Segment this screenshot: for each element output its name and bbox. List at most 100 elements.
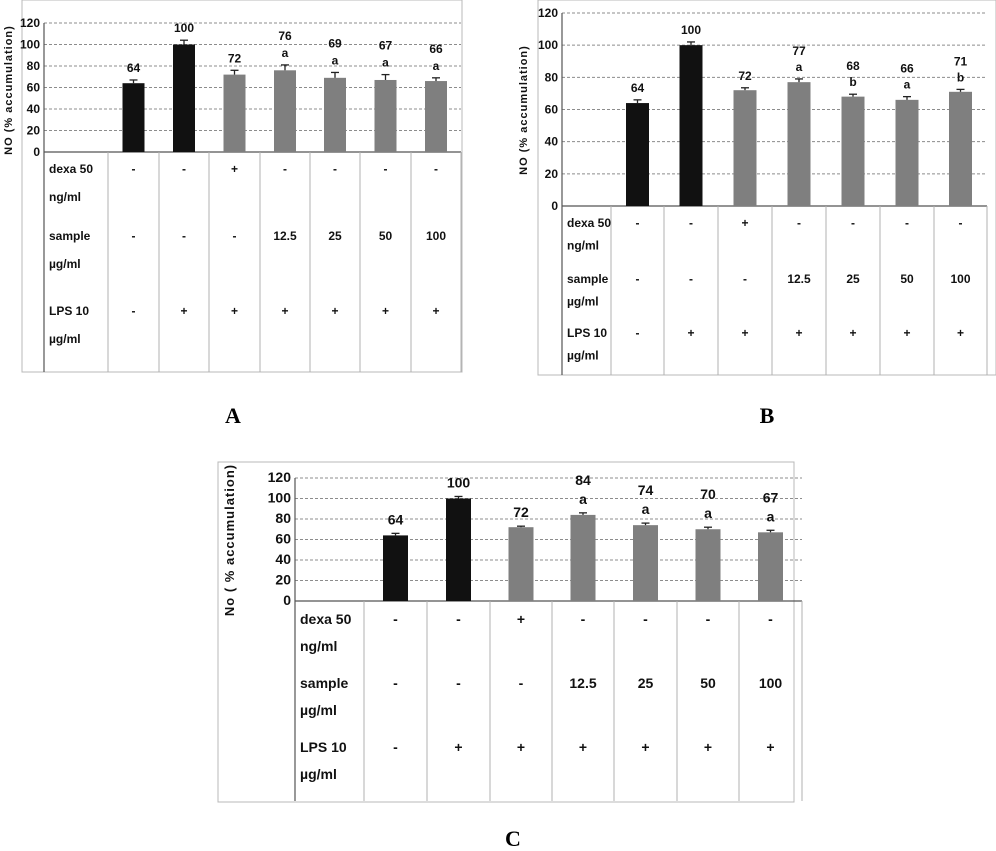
table-cell: 100 [426,229,446,243]
data-label: 66 [900,62,914,76]
table-cell: + [741,326,748,340]
data-label: 67 [763,489,779,505]
panel-letter-b: B [760,403,775,428]
y-tick-label: 80 [275,510,291,526]
table-cell: + [517,739,525,755]
row-label: dexa 50 [567,216,611,230]
y-tick-label: 0 [33,145,40,159]
table-cell: + [704,739,712,755]
table-cell: 12.5 [273,229,297,243]
y-tick-label: 100 [20,38,40,52]
y-tick-label: 120 [20,16,40,30]
table-cell: - [393,739,398,755]
y-tick-label: 60 [275,531,291,547]
table-cell: 50 [379,229,393,243]
table-cell: 25 [846,272,860,286]
panel-frame [217,461,795,803]
table-cell: - [456,675,461,691]
data-label: 84 [575,472,591,488]
significance-label: a [382,56,389,70]
table-cell: + [741,216,748,230]
data-label: 100 [447,474,471,490]
table-cell: - [581,611,586,627]
table-cell: + [766,739,774,755]
row-label: µg/ml [567,349,599,363]
significance-label: a [433,59,440,73]
row-label: dexa 50 [300,611,352,627]
table-cell: - [689,216,693,230]
table-cell: - [851,216,855,230]
bar [324,77,346,152]
row-label: dexa 50 [49,162,93,176]
table-cell: + [795,326,802,340]
bar [949,91,972,206]
y-tick-label: 40 [27,102,41,116]
table-cell: - [643,611,648,627]
table-cell: - [636,326,640,340]
table-cell: - [132,304,136,318]
y-tick-label: 40 [275,551,291,567]
y-axis-label: NO (% accumulation) [518,45,530,175]
table-cell: 50 [700,675,716,691]
significance-label: a [904,78,911,92]
data-label: 64 [388,511,404,527]
bar [679,45,703,206]
data-label: 69 [328,36,342,50]
table-cell: - [636,272,640,286]
bar [733,90,757,206]
table-cell: 12.5 [569,675,596,691]
table-cell: + [231,304,238,318]
table-cell: - [182,229,186,243]
significance-label: b [957,70,964,84]
table-cell: - [456,611,461,627]
bar [223,74,246,152]
row-label: sample [300,675,348,691]
row-label: ng/ml [300,638,337,654]
table-cell: - [905,216,909,230]
bar [425,81,447,152]
data-label: 74 [638,482,654,498]
row-label: sample [567,272,609,286]
data-label: 72 [228,51,242,65]
bar [383,535,408,601]
y-tick-label: 20 [545,167,559,181]
y-tick-label: 120 [538,6,558,20]
y-tick-label: 80 [545,70,559,84]
table-cell: 100 [759,675,783,691]
bar [758,532,783,601]
table-cell: + [432,304,439,318]
data-label: 77 [792,44,806,58]
data-label: 72 [513,504,529,520]
data-label: 68 [846,59,860,73]
bar [787,82,811,206]
table-cell: - [636,216,640,230]
row-label: µg/ml [300,766,337,782]
y-tick-label: 60 [545,103,559,117]
row-label: µg/ml [49,257,81,271]
panel-c: 0 20 40 60 80 100 120 No ( % accumulation) 64 100… [217,461,803,803]
y-tick-label: 0 [551,199,558,213]
row-label: LPS 10 [300,739,347,755]
table-cell: 12.5 [787,272,811,286]
data-label: 64 [631,81,645,95]
y-tick-label: 80 [27,59,41,73]
y-tick-label: 100 [538,38,558,52]
y-tick-label: 0 [283,592,291,608]
bar [374,79,397,152]
table-cell: - [283,162,287,176]
table-cell: - [706,611,711,627]
row-label: ng/ml [49,190,81,204]
bar [633,525,658,601]
y-tick-label: 60 [27,81,41,95]
panel-letter-c: C [505,826,521,851]
y-tick-label: 120 [268,469,292,485]
table-cell: - [233,229,237,243]
table-cell: - [333,162,337,176]
y-axis-label: NO (% accumulation) [3,25,15,155]
row-label: µg/ml [49,332,81,346]
table-cell: - [393,611,398,627]
data-label: 76 [278,29,292,43]
table-cell: 100 [950,272,970,286]
table-cell: - [519,675,524,691]
y-axis-label: No ( % accumulation) [222,464,237,616]
